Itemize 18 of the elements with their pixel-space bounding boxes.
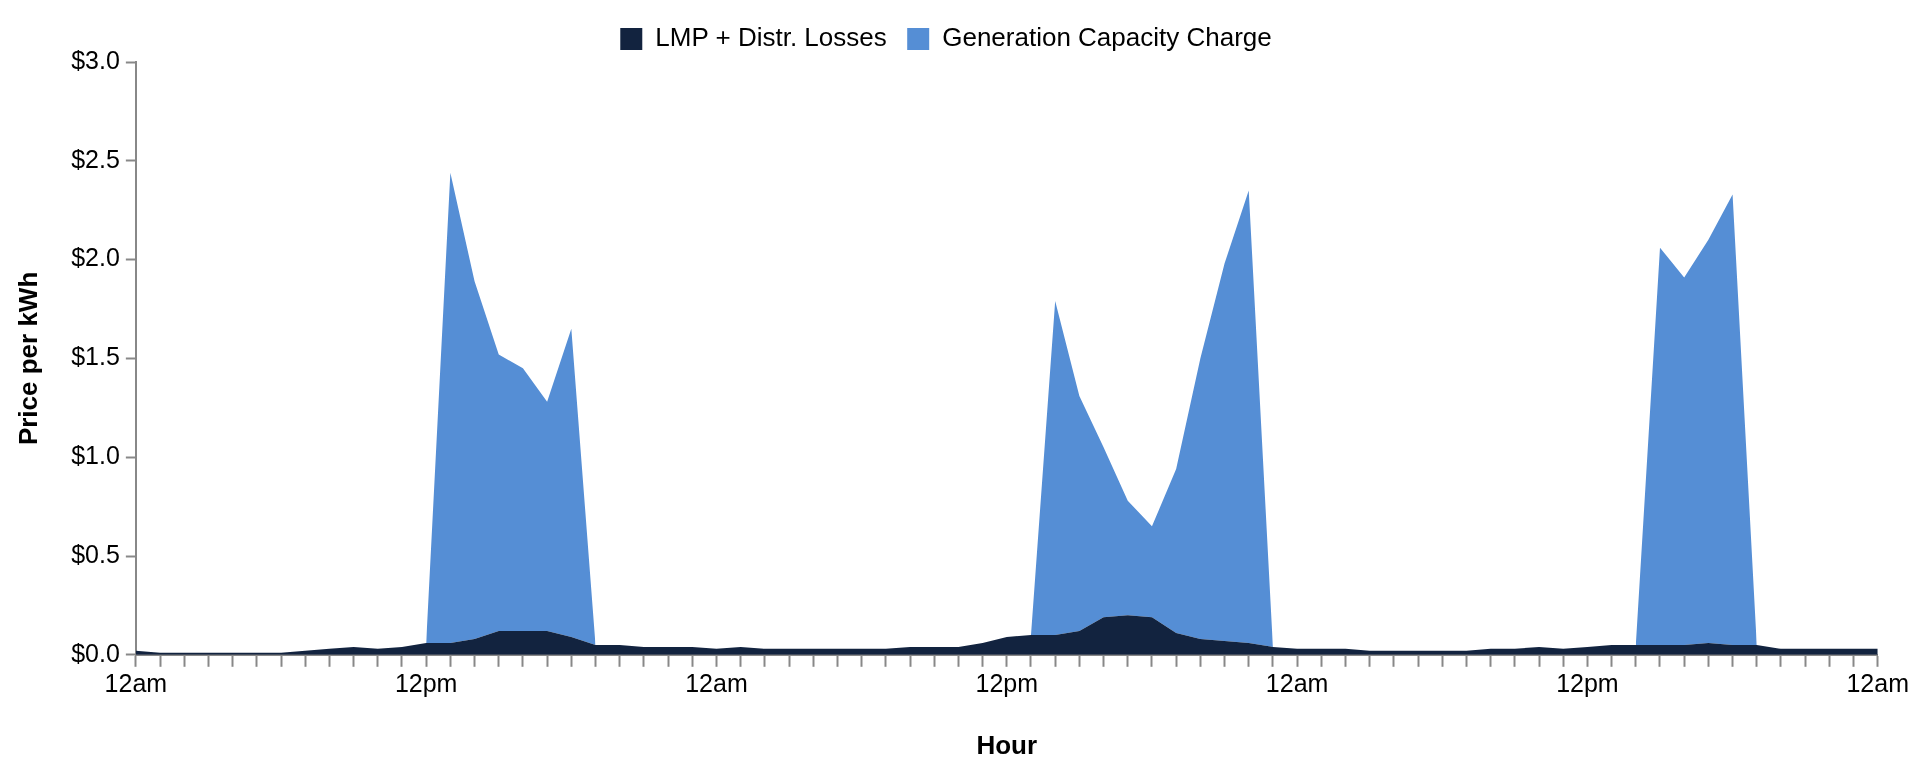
y-tick-label: $0.5 — [71, 539, 120, 568]
y-tick-label: $1.0 — [71, 441, 120, 470]
y-tick-label: $1.5 — [71, 342, 120, 371]
x-tick-label: 12am — [104, 668, 168, 697]
x-tick-label: 12am — [1265, 668, 1329, 697]
y-tick-label: $2.5 — [71, 144, 120, 173]
y-axis-title: Price per kWh — [12, 271, 43, 446]
legend-label: Generation Capacity Charge — [942, 22, 1272, 53]
x-tick-label: 12pm — [1556, 668, 1619, 697]
x-tick-label: 12pm — [975, 668, 1039, 697]
y-tick-label: $3.0 — [71, 45, 120, 74]
y-tick-label: $0.0 — [71, 638, 120, 667]
legend-label: LMP + Distr. Losses — [655, 22, 887, 53]
x-tick-label: 12pm — [394, 668, 458, 697]
y-tick-label: $2.0 — [71, 243, 120, 272]
x-tick-label: 12am — [1846, 668, 1910, 697]
x-axis-title: Hour — [976, 729, 1038, 760]
x-tick-label: 12am — [685, 668, 748, 697]
